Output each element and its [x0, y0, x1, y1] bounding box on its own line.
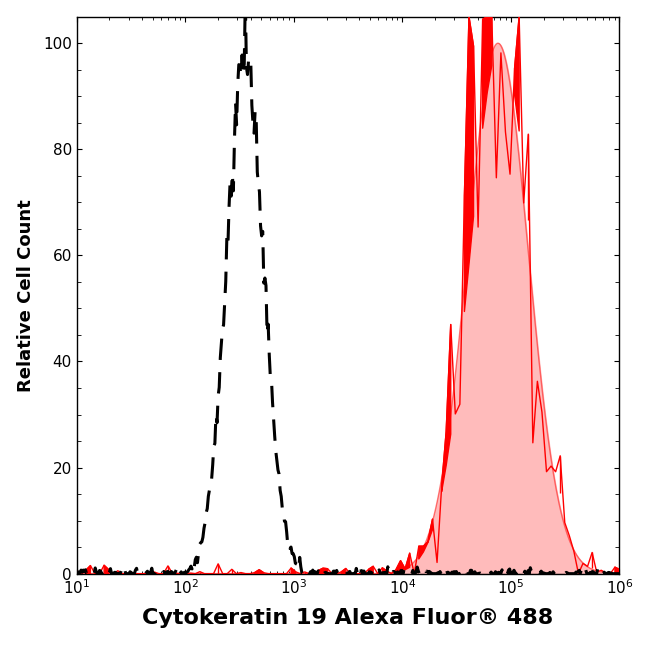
Y-axis label: Relative Cell Count: Relative Cell Count — [17, 199, 34, 392]
X-axis label: Cytokeratin 19 Alexa Fluor® 488: Cytokeratin 19 Alexa Fluor® 488 — [142, 608, 554, 628]
